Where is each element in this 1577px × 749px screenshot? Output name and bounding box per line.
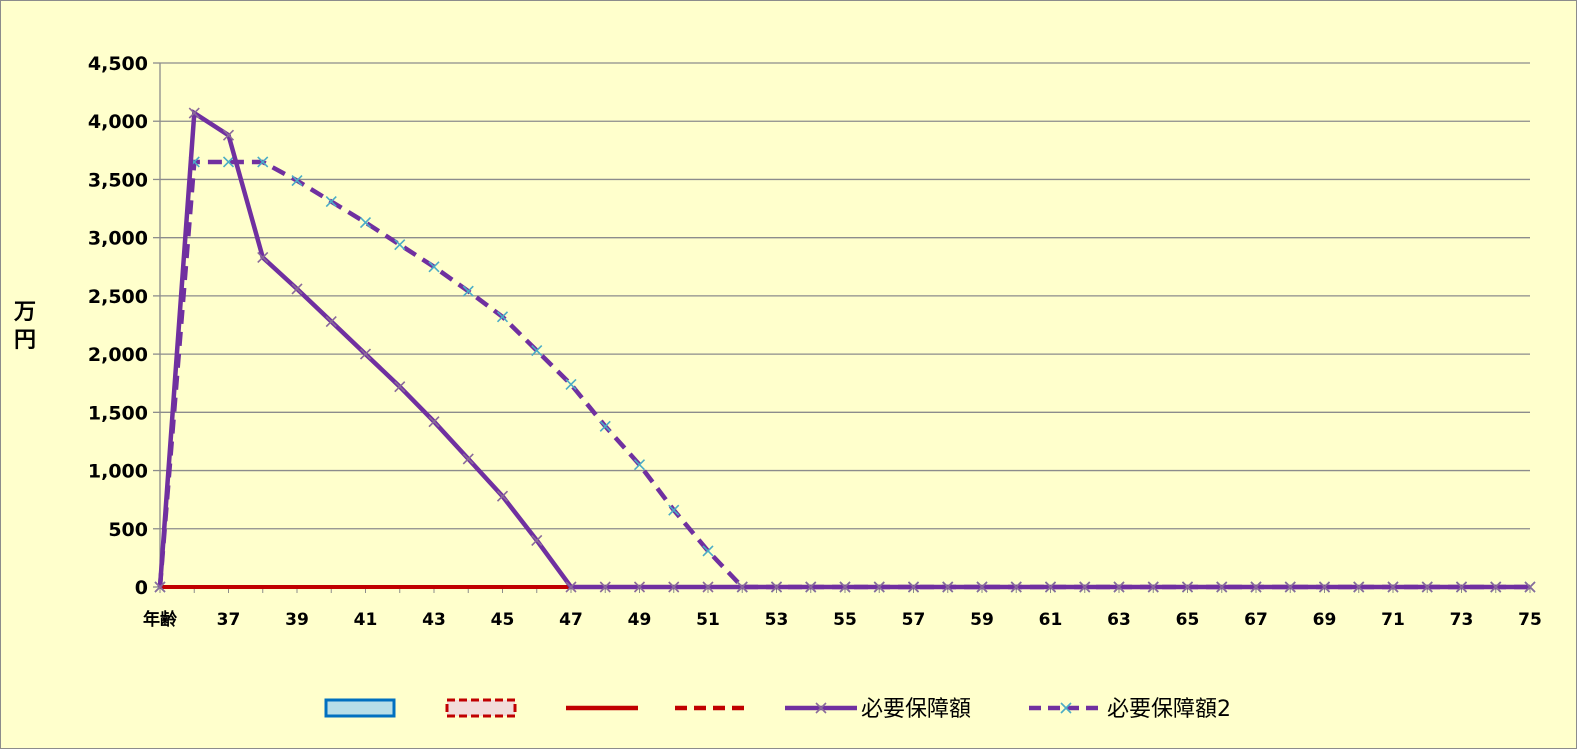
x-tick-label: 73 [1450, 610, 1474, 630]
series-point-hitsuyo [1079, 581, 1091, 593]
series-point-hitsuyo [257, 251, 269, 264]
series-point-hitsuyo [1284, 581, 1296, 593]
series-point-hitsuyo [462, 453, 474, 465]
y-tick-label: 4,000 [88, 111, 148, 133]
x-tick-label: 53 [765, 610, 789, 630]
x-tick-label: 43 [422, 610, 446, 630]
series-point-hitsuyo-2 [702, 545, 714, 557]
series-point-hitsuyo-2 [462, 285, 474, 297]
y-tick-label: 500 [108, 519, 148, 541]
x-tick-label: 57 [902, 610, 926, 630]
series-point-hitsuyo-2 [531, 345, 543, 357]
series-point-hitsuyo [702, 581, 714, 593]
legend-label-hitsuyo: 必要保障額 [861, 697, 971, 722]
series-point-hitsuyo-2 [599, 420, 611, 432]
series-point-hitsuyo [736, 581, 748, 593]
x-tick-label: 71 [1381, 610, 1405, 630]
series-point-hitsuyo [565, 581, 577, 593]
series-point-hitsuyo-2 [394, 239, 406, 251]
series-line-hitsuyo-2 [157, 159, 1530, 590]
x-tick-label: 65 [1176, 610, 1200, 630]
x-tick-label: 47 [559, 610, 583, 630]
series-point-hitsuyo [1387, 581, 1399, 593]
series-point-hitsuyo [531, 534, 543, 546]
series-point-hitsuyo [1353, 581, 1365, 593]
series-point-hitsuyo [805, 581, 817, 593]
series-point-hitsuyo [633, 581, 646, 593]
x-tick-label: 41 [354, 610, 378, 630]
series-point-hitsuyo [770, 581, 783, 593]
series-point-hitsuyo-2 [565, 378, 577, 390]
legend-marker-hitsuyo [815, 702, 827, 714]
series-point-hitsuyo [1181, 581, 1194, 593]
series-point-hitsuyo-2 [222, 156, 235, 168]
series-point-hitsuyo [1044, 581, 1057, 593]
x-tick-label: 67 [1244, 610, 1268, 630]
series-point-hitsuyo [1216, 581, 1228, 593]
series-point-hitsuyo [1490, 581, 1502, 593]
series-point-hitsuyo [359, 348, 372, 360]
series-point-hitsuyo [976, 581, 988, 593]
series-point-hitsuyo-2 [359, 216, 372, 229]
y-tick-label: 4,500 [88, 53, 148, 75]
series-point-hitsuyo [496, 490, 509, 502]
y-tick-label: 2,000 [88, 344, 148, 366]
series-point-hitsuyo [668, 581, 680, 593]
series-point-hitsuyo [1524, 581, 1536, 593]
y-tick-label: 0 [135, 577, 148, 599]
series-point-hitsuyo [222, 129, 235, 141]
series-point-hitsuyo-2 [633, 459, 646, 471]
x-tick-label: 49 [628, 610, 652, 630]
x-tick-label: 61 [1039, 610, 1063, 630]
series-line-hitsuyo [157, 109, 1530, 590]
series-point-hitsuyo [1010, 581, 1022, 593]
series-point-hitsuyo-2 [257, 156, 269, 168]
series-point-hitsuyo-2 [291, 175, 303, 187]
legend-swatch-box-blue [324, 698, 396, 718]
legend: 必要保障額 必要保障額2 [324, 697, 1231, 722]
legend-marker-hitsuyo-2 [1060, 702, 1072, 714]
series-point-hitsuyo [1455, 581, 1468, 593]
y-tick-label: 1,000 [88, 461, 148, 483]
series-point-hitsuyo-2 [668, 504, 680, 516]
series-point-hitsuyo [1113, 581, 1125, 593]
y-axis-label: 万円 [13, 300, 36, 353]
y-tick-label: 3,500 [88, 169, 148, 191]
series-point-hitsuyo [291, 283, 303, 295]
x-tick-label: 69 [1313, 610, 1337, 630]
series-point-hitsuyo [188, 107, 200, 119]
x-tick-label: 39 [285, 610, 309, 630]
x-tick-label: 59 [970, 610, 994, 630]
series-point-hitsuyo [428, 416, 440, 428]
series-point-hitsuyo-2 [428, 261, 440, 273]
series-point-hitsuyo [907, 581, 920, 593]
y-tick-label: 2,500 [88, 286, 148, 308]
series-point-hitsuyo [325, 315, 337, 328]
x-tick-label: 63 [1107, 610, 1131, 630]
legend-swatch-box-red [445, 698, 517, 718]
series-point-hitsuyo [1250, 581, 1262, 593]
series-point-hitsuyo-2 [496, 311, 509, 323]
series-point-hitsuyo [394, 381, 406, 393]
series-point-hitsuyo [154, 581, 166, 593]
series-point-hitsuyo [1421, 581, 1433, 593]
series-point-hitsuyo [1147, 581, 1159, 593]
y-tick-label: 3,000 [88, 228, 148, 250]
series-point-hitsuyo [1318, 581, 1331, 593]
x-tick-label: 45 [491, 610, 515, 630]
x-tick-label: 55 [833, 610, 857, 630]
series-point-hitsuyo-2 [325, 196, 337, 208]
x-axis-label: 年齢 [143, 609, 178, 630]
series-point-hitsuyo [873, 581, 885, 593]
x-tick-label: 75 [1518, 610, 1542, 630]
legend-label-hitsuyo-2: 必要保障額2 [1107, 697, 1231, 722]
x-tick-label: 51 [696, 610, 720, 630]
x-tick-label: 37 [217, 610, 241, 630]
series-point-hitsuyo [942, 581, 954, 593]
series-point-hitsuyo [599, 581, 611, 593]
y-tick-label: 1,500 [88, 402, 148, 424]
series-point-hitsuyo [839, 581, 851, 593]
